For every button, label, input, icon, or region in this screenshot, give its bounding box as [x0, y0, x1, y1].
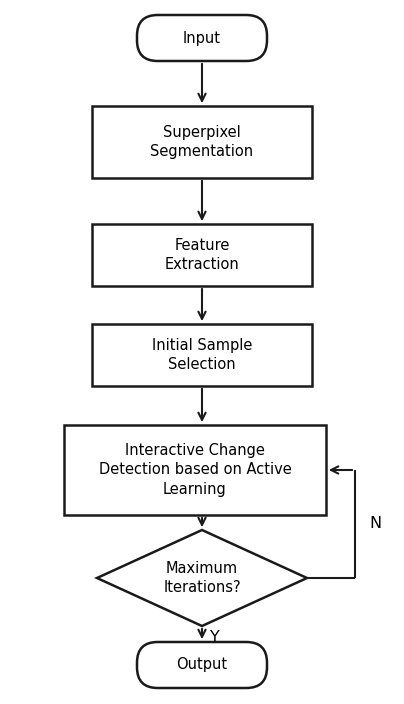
- Text: Initial Sample
Selection: Initial Sample Selection: [152, 338, 252, 372]
- FancyBboxPatch shape: [137, 15, 267, 61]
- Bar: [92, 106, 312, 178]
- Text: Maximum
Iterations?: Maximum Iterations?: [163, 560, 241, 596]
- Text: Input: Input: [183, 30, 221, 46]
- Polygon shape: [97, 530, 307, 626]
- Bar: [92, 224, 312, 286]
- Bar: [64, 425, 326, 515]
- Bar: [92, 324, 312, 386]
- FancyBboxPatch shape: [137, 642, 267, 688]
- Text: N: N: [369, 517, 381, 532]
- Text: Y: Y: [210, 631, 220, 646]
- Text: Output: Output: [177, 658, 227, 672]
- Text: Feature
Extraction: Feature Extraction: [164, 238, 240, 272]
- Text: Interactive Change
Detection based on Active
Learning: Interactive Change Detection based on Ac…: [99, 443, 291, 497]
- Text: Superpixel
Segmentation: Superpixel Segmentation: [150, 125, 254, 159]
